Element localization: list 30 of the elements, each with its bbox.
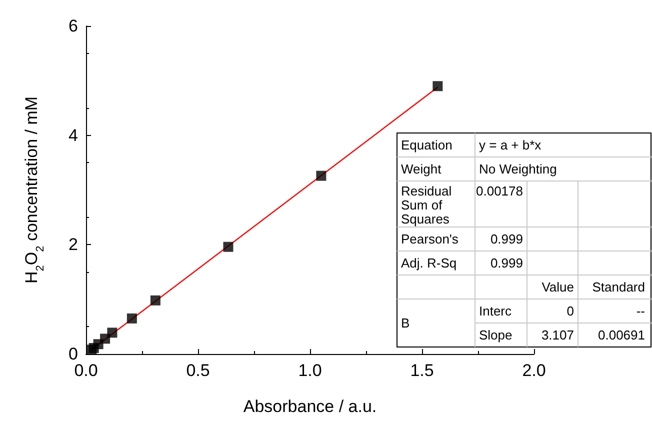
text: Standard: [592, 280, 645, 294]
x-tick-label: 0.0: [74, 361, 98, 380]
annotation: Weight: [401, 162, 442, 176]
x-axis-title: Absorbance / a.u.: [243, 397, 377, 416]
text: 0.00691: [598, 328, 645, 342]
annotation: 0.00178: [476, 184, 523, 198]
annotation: Adj. R-Sq: [401, 256, 457, 270]
y-tick-label: 4: [68, 126, 78, 145]
annotation: Residual Sum of Squares: [401, 184, 452, 226]
annotation: Pearson's: [401, 232, 459, 246]
annotation: y = a + b*x: [479, 138, 542, 152]
y-axis-title: H2O2 concentration / mM: [22, 96, 46, 284]
annotation: Interc: [479, 304, 512, 318]
text: Value: [542, 280, 574, 294]
x-tick-label: 0.5: [186, 361, 210, 380]
annotation: 0.999: [490, 232, 523, 246]
annotation: Equation: [401, 138, 452, 152]
annotation: Slope: [479, 328, 512, 342]
text: --: [636, 304, 645, 318]
x-tick-label: 1.5: [410, 361, 434, 380]
annotation: No Weighting: [479, 162, 557, 176]
y-tick-label: 6: [68, 16, 78, 36]
x-tick-label: 2.0: [522, 361, 546, 380]
annotation: B: [401, 316, 410, 330]
text: 0: [566, 304, 574, 318]
x-tick-label: 1.0: [298, 361, 322, 380]
y-tick-label: 2: [68, 235, 78, 254]
text: 3.107: [541, 328, 574, 342]
annotation: 0.999: [490, 256, 523, 270]
y-tick-label: 0: [68, 344, 78, 364]
